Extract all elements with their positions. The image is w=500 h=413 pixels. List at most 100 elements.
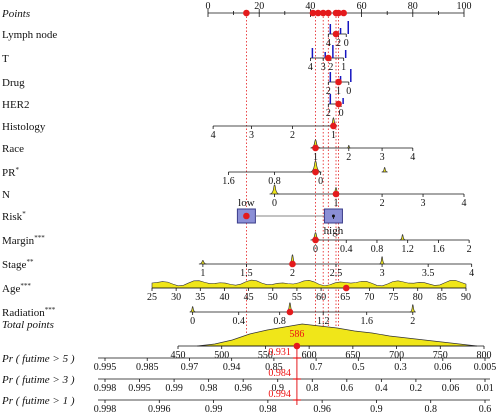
probability-tick-label: 0.99 [165,383,183,394]
probability-tick-label: 0.96 [313,404,331,413]
margin-tick-label: 1.6 [432,244,445,255]
t-tick-label: 3 [321,62,326,73]
histology-tick-label: 2 [290,130,295,141]
total-tick-label: 750 [433,350,448,361]
drug-tick-label: 2 [326,86,331,97]
variable-label-age: Age*** [2,282,31,295]
stage-selected-marker [289,260,296,268]
probability-tick-label: 0.2 [410,383,423,394]
points-tick-label: 100 [457,1,472,12]
n-tick-label: 2 [380,198,385,209]
lymph-node-tick-label: 0 [344,38,349,49]
points-axis-label: Points [1,8,30,20]
t-tick-label: 2 [328,62,333,73]
pr-density [381,167,388,173]
probability-tick-label: 0.8 [424,404,437,413]
probability-tick-label: 0.9 [370,404,383,413]
margin-tick-label: 0.4 [340,244,353,255]
total-tick-label: 800 [477,350,492,361]
probability-tick-label: 0.98 [259,404,277,413]
n-tick-label: 3 [421,198,426,209]
radiation-tick-label: 0 [190,316,195,327]
lymph-node-selected-marker [332,30,340,38]
histology-tick-label: 4 [211,130,216,141]
probability-label-2: Pr ( futime > 3 ) [1,374,75,386]
age-tick-label: 60 [316,292,326,303]
probability-tick-label: 0.99 [205,404,223,413]
variable-label-lymph-node: Lymph node [2,29,57,41]
n-tick-label: 1 [334,198,339,209]
points-axis-marker [243,9,250,17]
variable-label-drug: Drug [2,77,25,89]
probability-tick-label: 0.6 [479,404,492,413]
race-density [346,144,351,149]
points-tick-label: 60 [357,1,367,12]
probability-tick-label: 0.06 [434,362,452,373]
variable-label-n: N [2,189,10,201]
probability-tick-label: 0.3 [394,362,407,373]
probability-tick-label: 0.998 [94,383,117,394]
pr-tick-label: 0 [318,176,323,187]
points-axis-marker [309,9,317,17]
n-density [269,184,280,195]
probability-tick-label: 0.5 [352,362,365,373]
radiation-density [409,304,416,313]
margin-tick-label: 2 [467,244,472,255]
stage-tick-label: 4 [469,268,474,279]
n-tick-label: 0 [272,198,277,209]
risk-tick-label: high [324,225,344,237]
pr-density [309,160,322,173]
variable-label-stage: Stage** [2,258,34,271]
variable-label-t: T [2,53,9,65]
probability-tick-label: 0.6 [341,383,354,394]
total-tick-label: 700 [389,350,404,361]
probability-tick-label: 0.005 [474,362,497,373]
probability-tick-label: 0.995 [128,383,151,394]
age-tick-label: 45 [244,292,254,303]
probability-tick-label: 0.985 [136,362,159,373]
age-tick-label: 65 [340,292,350,303]
variable-label-radiation: Radiation*** [2,306,56,319]
probability-value-3: 0.994 [268,389,291,400]
probability-tick-label: 0.06 [442,383,460,394]
stage-tick-label: 2 [290,268,295,279]
drug-selected-marker [335,78,342,86]
risk-tick-label: low [238,197,255,209]
radiation-selected-marker [286,308,294,316]
variable-label-race: Race [2,143,24,155]
probability-tick-label: 0.98 [200,383,218,394]
t-tick-label: 4 [308,62,313,73]
age-tick-label: 50 [268,292,278,303]
margin-selected-marker [312,236,319,244]
probability-tick-label: 0.8 [306,383,319,394]
radiation-density [189,306,196,313]
age-tick-label: 55 [292,292,302,303]
stage-tick-label: 1 [200,268,205,279]
lymph-node-tick-label: 2 [336,38,341,49]
radiation-tick-label: 0.4 [232,316,245,327]
stage-density [379,256,386,265]
her2-tick-label: 0 [339,108,344,119]
total-tick-label: 500 [214,350,229,361]
margin-tick-label: 1.2 [401,244,414,255]
age-tick-label: 35 [195,292,205,303]
margin-tick-label: 0.8 [371,244,384,255]
probability-tick-label: 0.97 [181,362,199,373]
total-points-density [197,323,478,347]
radiation-tick-label: 0.8 [273,316,286,327]
probability-label-3: Pr ( futime > 1 ) [1,395,75,407]
probability-tick-label: 0.4 [375,383,388,394]
points-axis-marker [340,9,347,17]
total-tick-label: 600 [302,350,317,361]
race-tick-label: 4 [410,152,415,163]
age-tick-label: 70 [364,292,374,303]
age-tick-label: 25 [147,292,157,303]
age-tick-label: 85 [437,292,447,303]
histology-tick-label: 3 [249,130,254,141]
drug-tick-label: 1 [336,86,341,97]
probability-tick-label: 0.998 [94,404,117,413]
race-tick-label: 2 [346,152,351,163]
probability-tick-label: 0.01 [476,383,494,394]
points-axis-marker [314,9,322,17]
